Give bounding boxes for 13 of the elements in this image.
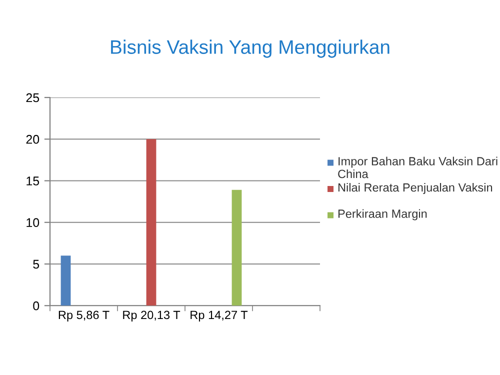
y-tick-label: 0: [33, 301, 40, 310]
chart-title: Bisnis Vaksin Yang Menggiurkan: [111, 40, 390, 58]
x-tick-label: Rp 14,27 T: [190, 310, 248, 322]
y-tick-label: 5: [33, 260, 40, 269]
x-tick-label: Rp 20,13 T: [123, 310, 180, 322]
legend-label: Nilai Rerata Penjualan Vaksin: [338, 183, 492, 194]
x-tick-label: Rp 5,86 T: [58, 310, 110, 322]
y-tick-label: 25: [26, 93, 40, 102]
legend-label: Perkiraan Margin: [338, 209, 427, 220]
y-tick-label: 10: [26, 218, 40, 228]
legend-label: Impor Bahan Baku Vaksin Dari China: [338, 156, 498, 178]
y-tick-label: 20: [26, 134, 40, 144]
y-tick-label: 15: [26, 176, 40, 186]
